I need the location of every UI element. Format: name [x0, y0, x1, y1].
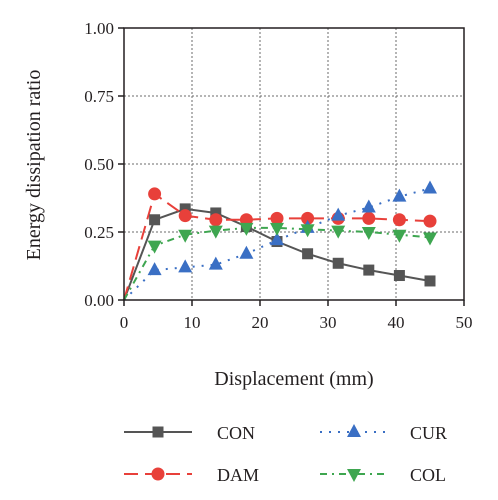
data-point-col — [239, 222, 254, 236]
data-point-dam — [392, 213, 406, 227]
y-tick-label: 0.50 — [84, 155, 114, 174]
data-point-col — [178, 229, 193, 243]
legend-label-con: CON — [217, 423, 255, 443]
y-tick-label: 0.25 — [84, 223, 114, 242]
data-point-con — [424, 275, 436, 287]
data-point-cur — [147, 262, 162, 276]
legend-marker-dam — [151, 467, 165, 481]
legend-marker-cur — [347, 424, 361, 437]
data-point-cur — [208, 256, 223, 270]
x-tick-label: 50 — [456, 313, 473, 332]
data-point-dam — [423, 214, 437, 228]
data-point-dam — [270, 211, 284, 225]
legend-label-dam: DAM — [217, 465, 259, 485]
series-line-col — [123, 226, 431, 301]
plot-layer: 0 10 20 30 40 50 0.00 0.25 0.50 0.75 1.00 — [84, 19, 472, 332]
data-point-con — [302, 248, 314, 260]
data-point-col — [300, 224, 315, 238]
data-point-con — [363, 264, 375, 276]
y-axis-title: Energy dissipation ratio — [23, 70, 45, 261]
data-point-con — [210, 207, 222, 219]
y-tick-label: 1.00 — [84, 19, 114, 38]
data-point-col — [361, 227, 376, 240]
legend: CON CUR DAM COL — [124, 423, 447, 485]
data-point-con — [149, 214, 161, 226]
x-tick-label: 40 — [388, 313, 405, 332]
data-point-col — [270, 222, 284, 236]
legend-label-col: COL — [410, 465, 446, 485]
data-point-dam — [148, 187, 162, 201]
x-tick-label: 0 — [120, 313, 129, 332]
data-point-con — [393, 270, 405, 282]
series-line-cur — [123, 187, 431, 301]
data-point-cur — [331, 207, 346, 221]
data-point-dam — [362, 211, 376, 225]
legend-marker-col — [347, 469, 361, 482]
data-point-col — [392, 229, 407, 243]
data-point-dam — [301, 211, 315, 225]
data-point-col — [423, 232, 437, 246]
legend-marker-con — [152, 426, 164, 438]
data-point-col — [208, 225, 223, 239]
data-point-dam — [178, 209, 192, 223]
data-point-cur — [270, 232, 284, 246]
x-axis-title: Displacement (mm) — [214, 368, 373, 390]
x-tick-label: 30 — [320, 313, 337, 332]
x-tick-label: 10 — [184, 313, 201, 332]
x-tick-label: 20 — [252, 313, 269, 332]
data-point-cur — [423, 180, 437, 194]
data-point-dam — [209, 213, 223, 227]
data-point-con — [179, 203, 191, 215]
data-point-con — [332, 257, 344, 269]
data-point-cur — [178, 259, 193, 273]
data-point-col — [147, 240, 162, 254]
y-tick-label: 0.75 — [84, 87, 114, 106]
y-tick-label: 0.00 — [84, 291, 114, 310]
data-point-cur — [239, 245, 254, 259]
data-point-col — [331, 225, 346, 239]
data-point-cur — [392, 188, 407, 202]
legend-label-cur: CUR — [410, 423, 447, 443]
data-point-cur — [361, 199, 376, 213]
